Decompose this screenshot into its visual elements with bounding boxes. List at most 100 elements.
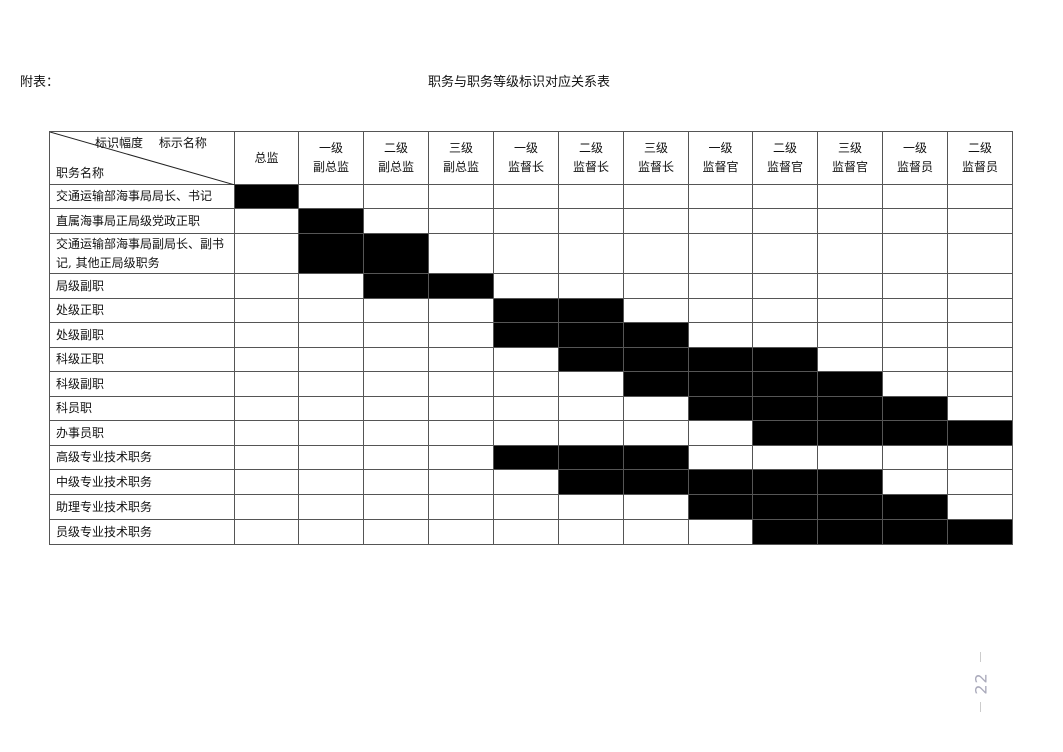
empty-cell	[493, 273, 559, 299]
empty-cell	[298, 469, 364, 495]
filled-cell	[558, 322, 624, 348]
empty-cell	[493, 396, 559, 421]
empty-cell	[298, 420, 364, 446]
filled-cell	[752, 469, 818, 495]
empty-cell	[688, 233, 753, 274]
empty-cell	[234, 420, 299, 446]
table-row: 科员职	[49, 396, 1013, 421]
empty-cell	[298, 445, 364, 470]
empty-cell	[947, 494, 1013, 520]
empty-cell	[428, 371, 494, 397]
empty-cell	[623, 273, 689, 299]
empty-cell	[688, 273, 753, 299]
appendix-label: 附表：	[20, 75, 60, 90]
table-row: 交通运输部海事局副局长、副书记, 其他正局级职务	[49, 233, 1013, 274]
column-header-line1: 二级	[967, 141, 992, 155]
filled-cell	[817, 420, 883, 446]
empty-cell	[363, 396, 429, 421]
column-header: 三级 副总监	[428, 131, 494, 185]
column-header-line1: 三级	[448, 141, 473, 155]
filled-cell	[752, 371, 818, 397]
empty-cell	[234, 208, 299, 234]
filled-cell	[947, 519, 1013, 545]
row-label: 助理专业技术职务	[49, 494, 235, 520]
empty-cell	[947, 298, 1013, 323]
empty-cell	[558, 233, 624, 274]
empty-cell	[234, 273, 299, 299]
empty-cell	[363, 322, 429, 348]
filled-cell	[688, 347, 753, 372]
filled-cell	[623, 347, 689, 372]
empty-cell	[363, 420, 429, 446]
column-header-line1: 一级	[708, 141, 733, 155]
table-row: 助理专业技术职务	[49, 494, 1013, 520]
empty-cell	[947, 273, 1013, 299]
empty-cell	[363, 208, 429, 234]
empty-cell	[882, 273, 948, 299]
column-header-line2: 监督长	[507, 160, 544, 174]
column-header-line2: 监督员	[961, 160, 998, 174]
filled-cell	[623, 371, 689, 397]
column-header: 总监	[234, 131, 299, 185]
empty-cell	[623, 298, 689, 323]
empty-cell	[688, 184, 753, 209]
empty-cell	[947, 208, 1013, 234]
empty-cell	[947, 184, 1013, 209]
filled-cell	[428, 273, 494, 299]
filled-cell	[752, 347, 818, 372]
empty-cell	[623, 184, 689, 209]
filled-cell	[752, 519, 818, 545]
empty-cell	[428, 396, 494, 421]
empty-cell	[882, 298, 948, 323]
empty-cell	[688, 298, 753, 323]
column-header: 二级 监督员	[947, 131, 1013, 185]
empty-cell	[298, 519, 364, 545]
row-label: 直属海事局正局级党政正职	[49, 208, 235, 234]
empty-cell	[298, 322, 364, 348]
empty-cell	[817, 298, 883, 323]
empty-cell	[428, 184, 494, 209]
empty-cell	[817, 445, 883, 470]
filled-cell	[688, 469, 753, 495]
empty-cell	[234, 494, 299, 520]
filled-cell	[752, 420, 818, 446]
column-header-line1: 一级	[902, 141, 927, 155]
row-label: 科级正职	[49, 347, 235, 372]
filled-cell	[817, 469, 883, 495]
empty-cell	[752, 208, 818, 234]
empty-cell	[882, 469, 948, 495]
filled-cell	[882, 396, 948, 421]
empty-cell	[428, 322, 494, 348]
row-label: 高级专业技术职务	[49, 445, 235, 470]
row-label: 处级正职	[49, 298, 235, 323]
empty-cell	[558, 519, 624, 545]
empty-cell	[882, 322, 948, 348]
column-header: 三级 监督长	[623, 131, 689, 185]
filled-cell	[298, 233, 364, 274]
empty-cell	[234, 519, 299, 545]
empty-cell	[493, 208, 559, 234]
column-header: 二级 监督长	[558, 131, 624, 185]
document-title: 职务与职务等级标识对应关系表	[428, 75, 611, 90]
empty-cell	[688, 519, 753, 545]
empty-cell	[623, 208, 689, 234]
page-number-text: 22	[971, 672, 991, 695]
filled-cell	[558, 347, 624, 372]
table-row: 高级专业技术职务	[49, 445, 1013, 470]
corner-header-cell: 标识幅度 标示名称 职务名称	[49, 131, 235, 185]
filled-cell	[752, 396, 818, 421]
empty-cell	[558, 494, 624, 520]
table-row: 科级正职	[49, 347, 1013, 372]
table-row: 局级副职	[49, 273, 1013, 299]
empty-cell	[752, 233, 818, 274]
empty-cell	[428, 469, 494, 495]
column-header-line2: 副总监	[442, 160, 479, 174]
column-header-line1: 二级	[578, 141, 603, 155]
empty-cell	[493, 494, 559, 520]
empty-cell	[363, 298, 429, 323]
empty-cell	[947, 371, 1013, 397]
table-row: 员级专业技术职务	[49, 519, 1013, 545]
empty-cell	[234, 347, 299, 372]
empty-cell	[298, 273, 364, 299]
row-label: 员级专业技术职务	[49, 519, 235, 545]
